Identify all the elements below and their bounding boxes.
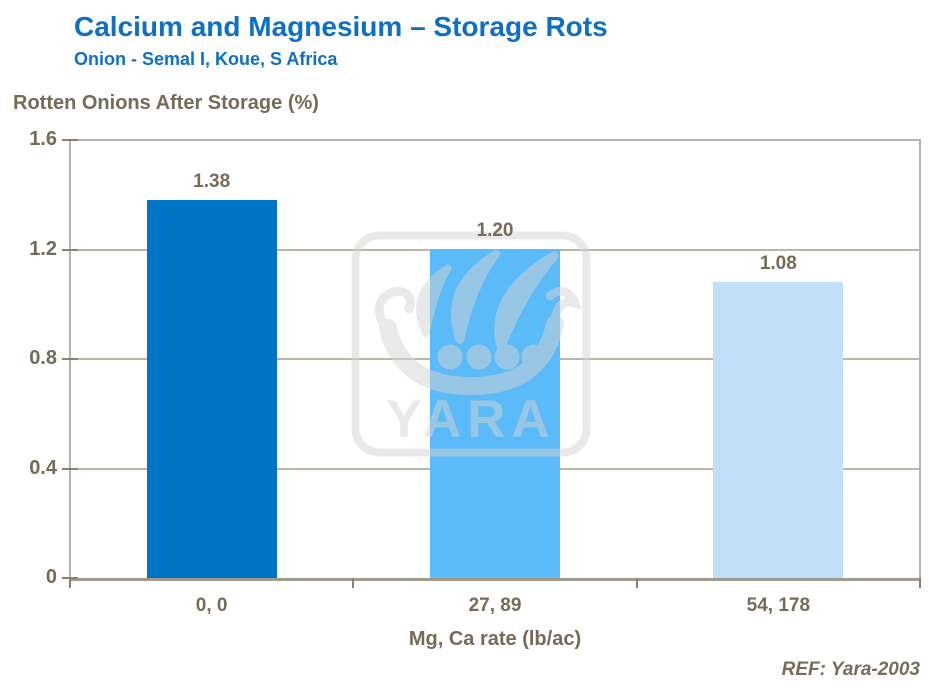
- y-axis-tick-label: 0.4: [29, 456, 57, 479]
- ship-shield-icon: [521, 344, 547, 370]
- ship-sail-icon: [416, 264, 452, 338]
- bar-value-label: 1.08: [759, 253, 797, 274]
- x-axis-category-label: 27, 89: [468, 595, 522, 616]
- y-axis-tick: [62, 248, 78, 251]
- bar: [713, 282, 844, 578]
- y-axis-tick: [62, 358, 78, 360]
- ship-shield-icon: [494, 344, 520, 370]
- y-axis-tick-label: 0.8: [29, 347, 57, 369]
- ship-prow-icon: [374, 286, 416, 335]
- y-axis-tick-label: 1.6: [29, 128, 57, 150]
- x-axis-title: Mg, Ca rate (lb/ac): [408, 628, 582, 650]
- ship-sail-icon: [494, 251, 559, 351]
- chart-title: Rotten Onions After Storage (%): [13, 92, 319, 114]
- reference-text: REF: Yara-2003: [781, 659, 920, 680]
- y-axis-tick: [62, 467, 78, 470]
- x-axis-tick: [635, 578, 638, 588]
- bar-value-label: 1.38: [193, 171, 231, 192]
- x-axis-tick: [919, 578, 921, 588]
- bar: [146, 200, 277, 578]
- watermark-rounded-frame: [351, 231, 591, 457]
- ship-sail-icon: [450, 250, 500, 344]
- bar-value-label: 1.20: [476, 220, 514, 241]
- x-axis-category-label: 54, 178: [746, 595, 811, 616]
- x-axis-tick: [69, 578, 71, 588]
- ship-stern-icon: [545, 287, 582, 331]
- ship-shield-icon: [466, 344, 492, 370]
- ship-shield-icon: [437, 344, 463, 370]
- x-axis-tick: [352, 578, 355, 588]
- yara-watermark: YARA: [351, 231, 591, 457]
- x-axis-category-label: 0, 0: [195, 595, 228, 616]
- page-title: Calcium and Magnesium – Storage Rots: [74, 11, 608, 42]
- yara-watermark-text: YARA: [386, 390, 555, 449]
- y-axis-tick-label: 0: [45, 566, 57, 588]
- page-subtitle: Onion - Semal I, Koue, S Africa: [74, 49, 338, 69]
- y-axis-tick: [62, 139, 78, 141]
- y-axis-tick-label: 1.2: [29, 237, 57, 260]
